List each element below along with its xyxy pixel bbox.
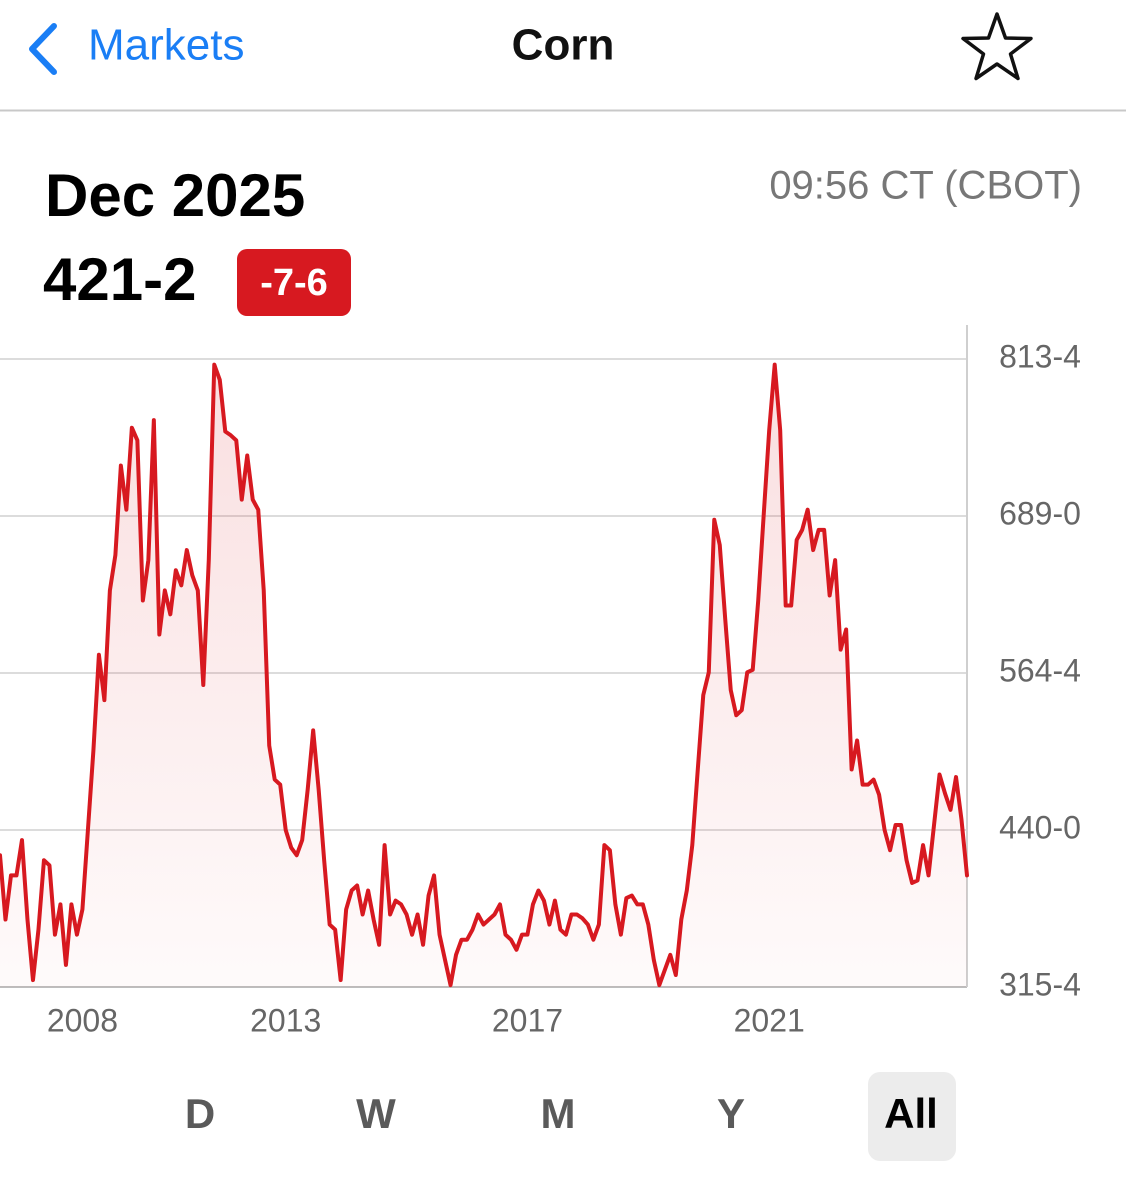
back-button[interactable]: Markets	[29, 21, 244, 75]
x-tick-label: 2017	[492, 1002, 563, 1038]
back-chevron	[29, 23, 57, 75]
quote-time: 09:56 CT (CBOT)	[769, 164, 1082, 208]
range-option[interactable]: M	[541, 1090, 576, 1137]
range-selected-bg	[868, 1072, 956, 1161]
y-tick-label: 813-4	[999, 338, 1081, 374]
price-chart: 813-4 689-0 564-4 440-0 315-4 2008 2013 2017 202…	[0, 325, 1081, 1038]
y-tick-label: 440-0	[999, 809, 1081, 845]
range-option[interactable]: Y	[717, 1090, 745, 1137]
y-tick-label: 689-0	[999, 495, 1081, 531]
change-badge	[237, 249, 351, 316]
y-tick-label: 315-4	[999, 966, 1081, 1002]
range-selector: D W M Y All	[185, 1072, 956, 1161]
back-label: Markets	[88, 21, 244, 70]
price-line	[0, 362, 969, 988]
range-option[interactable]: D	[185, 1090, 215, 1137]
x-tick-label: 2013	[250, 1002, 321, 1038]
favorite-star[interactable]	[961, 12, 1033, 81]
x-tick-label: 2021	[734, 1002, 805, 1038]
last-price: 421-2	[43, 246, 196, 313]
contract-month: Dec 2025	[45, 162, 305, 229]
x-tick-label: 2008	[47, 1002, 118, 1038]
range-option[interactable]: All	[884, 1090, 938, 1137]
y-tick-label: 564-4	[999, 652, 1081, 688]
nav-title: Corn	[512, 21, 615, 70]
price-area	[0, 364, 967, 987]
price-change: -7-6	[260, 262, 328, 304]
range-option[interactable]: W	[356, 1090, 396, 1137]
